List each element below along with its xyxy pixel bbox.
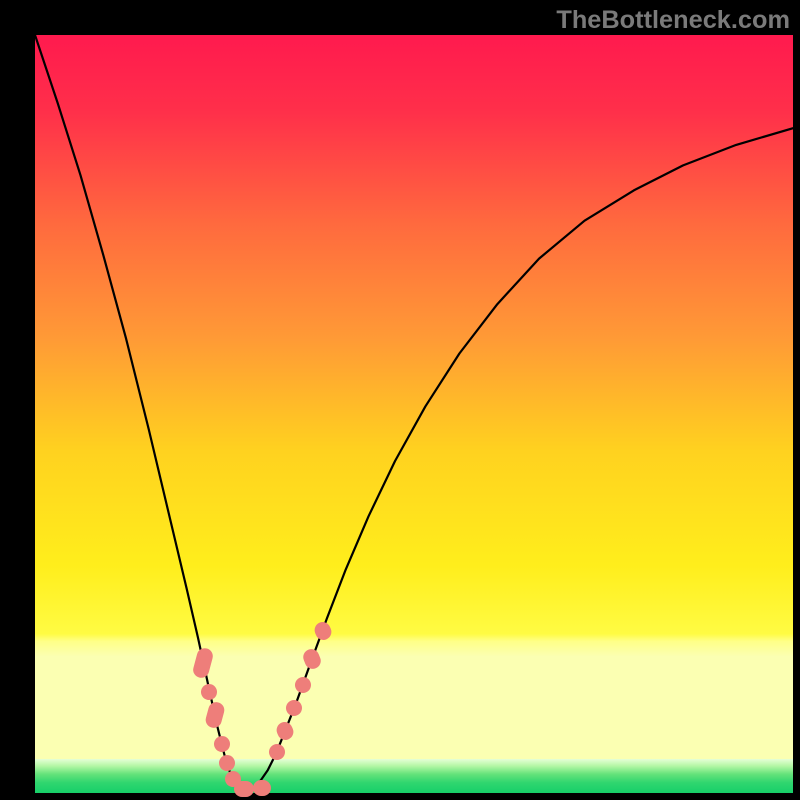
curve-marker (212, 734, 232, 754)
curve-marker (301, 647, 323, 672)
curve-marker (312, 619, 334, 642)
curve-marker (274, 720, 296, 743)
watermark-text: TheBottleneck.com (556, 6, 790, 35)
curve-marker (200, 682, 220, 702)
chart-frame: TheBottleneck.com (0, 0, 800, 800)
curve-marker (204, 700, 226, 729)
curve-marker (192, 646, 215, 679)
curve-marker (266, 742, 287, 763)
curve-marker (217, 753, 237, 773)
curve-marker (284, 698, 305, 719)
curve-marker (234, 781, 254, 797)
curve-marker (293, 674, 314, 695)
curve-marker (253, 780, 271, 796)
plot-area (35, 35, 793, 793)
markers-layer (35, 35, 793, 793)
